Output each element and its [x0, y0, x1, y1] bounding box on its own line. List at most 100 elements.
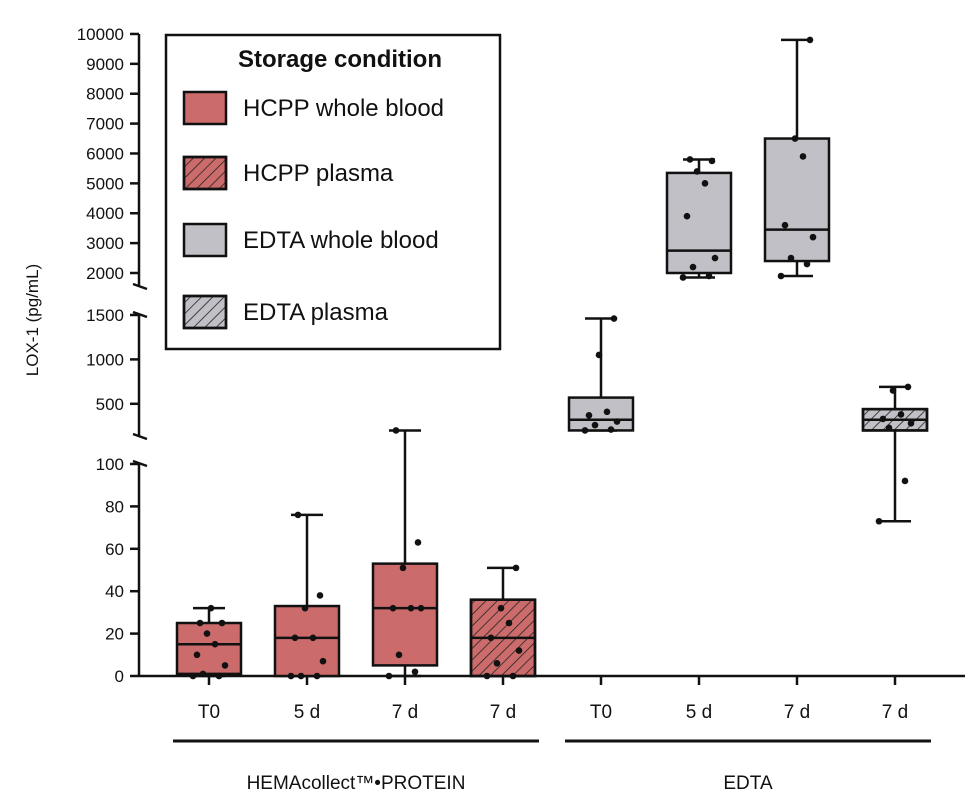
x-tick-label: 7 d	[490, 702, 516, 723]
data-point	[411, 668, 419, 676]
data-point	[806, 36, 814, 44]
group-labels: HEMAcollect™•PROTEIN EDTA	[173, 739, 931, 794]
data-point	[791, 135, 799, 142]
data-point	[392, 427, 400, 434]
x-tick-label: 7 d	[392, 702, 418, 723]
box-8	[861, 383, 929, 525]
legend-swatch	[182, 222, 228, 258]
y-ticks: 0 20 40 60 80 100 500 1000 1500 2000 3000 4000 5000 6…	[77, 25, 139, 686]
data-point	[875, 517, 883, 525]
data-point	[879, 415, 887, 423]
data-point	[319, 657, 327, 665]
boxes	[175, 36, 929, 680]
group-label: HEMAcollect™•PROTEIN	[247, 773, 466, 794]
data-point	[705, 272, 713, 280]
data-point	[417, 604, 425, 612]
data-point	[505, 619, 513, 627]
data-point	[487, 634, 495, 642]
data-point	[215, 672, 223, 680]
y-tick-label: 40	[105, 582, 124, 601]
data-point	[693, 168, 701, 175]
x-tick-label: T0	[590, 702, 612, 723]
data-point	[493, 659, 501, 667]
y-tick-label: 60	[105, 540, 124, 559]
data-point	[291, 634, 299, 642]
x-ticks: T0 5 d 7 d 7 d T0 5 d 7 d 7 d	[198, 676, 908, 723]
data-point	[809, 233, 817, 241]
legend-title: Storage condition	[238, 46, 442, 73]
legend-swatch-hatch	[182, 155, 228, 191]
data-point	[221, 662, 229, 669]
y-tick-label: 5000	[86, 174, 124, 193]
legend-swatch	[182, 90, 228, 126]
data-point	[313, 672, 321, 680]
data-point	[595, 351, 603, 359]
box-3	[371, 427, 439, 680]
box-body	[273, 604, 341, 678]
data-point	[607, 426, 615, 433]
y-tick-label: 1000	[86, 350, 124, 369]
data-point	[414, 539, 422, 546]
y-tick-label: 6000	[86, 144, 124, 163]
data-point	[907, 420, 915, 427]
data-point	[509, 672, 517, 680]
y-tick-label: 7000	[86, 115, 124, 134]
x-tick-label: T0	[198, 702, 220, 723]
data-point	[787, 254, 795, 262]
data-point	[679, 274, 687, 281]
data-point	[885, 424, 893, 432]
y-tick-label: 80	[105, 497, 124, 516]
legend-item: HCPP whole blood	[182, 90, 444, 126]
legend-items: HCPP whole blood HCPP plasma EDTA whole bl…	[182, 90, 444, 330]
x-tick-label: 5 d	[294, 702, 320, 723]
data-point	[189, 672, 197, 680]
box-body	[371, 562, 439, 667]
data-point	[603, 408, 611, 416]
box-1	[175, 604, 243, 680]
y-tick-label: 3000	[86, 234, 124, 253]
data-point	[591, 421, 599, 429]
legend-item: EDTA plasma	[182, 294, 389, 330]
data-point	[301, 604, 309, 612]
legend-swatch-hatch	[182, 294, 228, 330]
data-point	[515, 647, 523, 654]
data-point	[309, 634, 317, 642]
data-point	[512, 564, 520, 572]
axis-break-mark	[132, 459, 148, 468]
data-point	[211, 640, 219, 648]
box-6	[665, 156, 733, 281]
y-tick-label: 4000	[86, 204, 124, 223]
box-body	[665, 171, 733, 275]
x-tick-label: 7 d	[784, 702, 810, 723]
data-point	[683, 212, 691, 220]
y-tick-label: 100	[96, 455, 124, 474]
data-point	[316, 592, 324, 599]
y-tick-label: 10000	[77, 25, 124, 44]
legend-label: HCPP plasma	[243, 160, 394, 187]
legend: Storage condition HCPP whole blood HCPP p…	[164, 33, 502, 351]
data-point	[287, 672, 295, 680]
data-point	[193, 651, 201, 659]
data-point	[203, 630, 211, 637]
data-point	[389, 604, 397, 612]
y-tick-label: 20	[105, 625, 124, 644]
data-point	[613, 418, 621, 425]
data-point	[294, 511, 302, 519]
legend-item: HCPP plasma	[182, 155, 394, 191]
data-point	[701, 180, 709, 187]
data-point	[708, 157, 716, 165]
legend-label: EDTA whole blood	[243, 227, 439, 254]
axis-break-mark	[132, 282, 148, 291]
data-point	[399, 564, 407, 572]
y-tick-label: 500	[96, 395, 124, 414]
data-point	[904, 383, 912, 391]
data-point	[407, 604, 415, 612]
x-tick-label: 7 d	[882, 702, 908, 723]
data-point	[199, 670, 207, 678]
data-point	[196, 619, 204, 627]
data-point	[689, 263, 697, 271]
legend-item: EDTA whole blood	[182, 222, 439, 258]
y-tick-label: 8000	[86, 85, 124, 104]
data-point	[686, 156, 694, 163]
